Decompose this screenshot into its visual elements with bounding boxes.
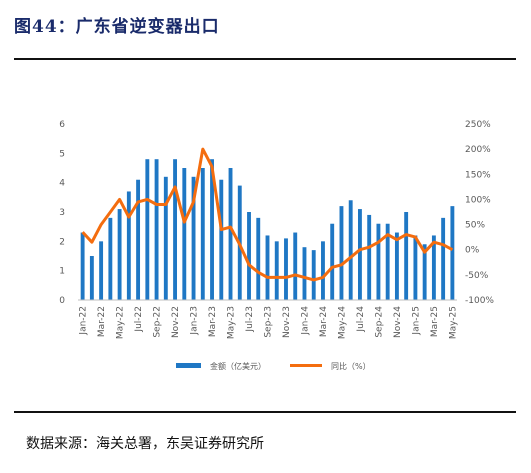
page-title: 图44：广东省逆变器出口	[14, 17, 220, 37]
bar	[348, 200, 353, 300]
right-y-tick-label: 250%	[465, 120, 491, 130]
bar	[367, 214, 372, 300]
bar	[265, 235, 270, 300]
bar	[431, 235, 436, 300]
x-tick-label: Mar-24	[319, 306, 329, 337]
bar	[321, 241, 325, 300]
left-y-tick-label: 4	[59, 179, 65, 189]
bar	[228, 168, 233, 300]
bar	[357, 209, 362, 300]
bar	[99, 241, 104, 300]
x-tick-label: Mar-23	[208, 306, 218, 337]
bar	[339, 206, 344, 300]
bar	[422, 244, 427, 300]
x-tick-label: Mar-25	[430, 306, 440, 337]
x-tick-label: Sep-22	[153, 306, 163, 338]
bar	[191, 176, 196, 300]
bar	[182, 168, 187, 300]
source-note: 数据来源：海关总署，东吴证券研究所	[26, 436, 264, 452]
x-tick-label: Sep-24	[374, 306, 384, 338]
top-divider	[14, 58, 516, 60]
line-series	[81, 147, 454, 282]
bar	[330, 223, 335, 300]
bar	[173, 159, 178, 300]
right-y-tick-label: -50%	[465, 271, 489, 281]
yoy-line	[81, 147, 454, 282]
legend: 金额（亿美元） 同比（%）	[176, 361, 371, 371]
bar	[274, 241, 279, 300]
bar	[376, 223, 381, 300]
bar	[394, 232, 399, 300]
bar	[200, 168, 205, 300]
bar	[154, 159, 159, 300]
right-y-tick-label: -100%	[465, 296, 494, 306]
bar	[311, 250, 316, 300]
x-tick-label: Jan-22	[79, 306, 89, 336]
left-y-tick-label: 5	[59, 149, 65, 159]
right-y-tick-label: 0%	[465, 246, 480, 256]
bottom-divider	[14, 411, 516, 413]
bar	[210, 159, 214, 300]
x-tick-label: May-23	[227, 306, 237, 339]
x-axis: Jan-22 Mar-22 May-22 Jul-22 Sep-22 Nov-22 Jan-…	[78, 299, 458, 339]
right-y-tick-label: 100%	[465, 195, 491, 205]
x-tick-label: Jul-23	[245, 306, 255, 333]
bar	[136, 179, 141, 300]
legend-label-yoy: 同比（%）	[331, 361, 371, 371]
x-tick-label: May-25	[448, 306, 458, 339]
left-y-axis: 0 1 2 3 4 5 6	[59, 120, 65, 306]
bar	[80, 232, 85, 300]
x-tick-label: May-24	[337, 306, 347, 339]
x-tick-label: Jul-24	[356, 306, 366, 333]
bar	[163, 176, 168, 300]
left-y-tick-label: 6	[59, 120, 65, 130]
right-y-tick-label: 200%	[465, 145, 491, 155]
bar	[89, 256, 94, 300]
bar	[413, 235, 418, 300]
x-tick-label: Sep-23	[264, 306, 274, 338]
bar	[256, 217, 261, 300]
bar	[450, 206, 455, 300]
bar	[108, 217, 113, 300]
right-y-tick-label: 150%	[465, 170, 491, 180]
legend-swatch-bar	[176, 363, 201, 368]
x-tick-label: Nov-23	[282, 306, 292, 338]
bar-series	[80, 159, 455, 300]
bar	[247, 212, 251, 300]
bar	[441, 217, 446, 300]
bar	[293, 232, 298, 300]
left-y-tick-label: 2	[59, 237, 65, 247]
bar	[385, 223, 390, 300]
bar	[117, 209, 122, 300]
bar	[126, 191, 131, 300]
bar	[284, 238, 288, 300]
bar	[404, 212, 409, 300]
x-tick-label: Jan-25	[411, 306, 421, 336]
x-tick-label: Nov-24	[393, 306, 403, 338]
x-tick-label: Mar-22	[97, 306, 107, 337]
x-tick-label: Nov-22	[171, 306, 181, 338]
x-tick-label: Jan-24	[300, 306, 310, 336]
x-tick-label: Jul-22	[134, 306, 144, 333]
right-y-axis: 250% 200% 150% 100% 50% 0% -50% -100%	[465, 120, 494, 306]
bar	[145, 159, 150, 300]
bar	[219, 179, 224, 300]
x-tick-label: Jan-23	[190, 306, 200, 336]
legend-label-amount: 金额（亿美元）	[210, 361, 266, 371]
right-y-tick-label: 50%	[465, 221, 485, 231]
left-y-tick-label: 0	[59, 296, 65, 306]
bar	[302, 247, 307, 300]
left-y-tick-label: 1	[59, 267, 65, 277]
x-tick-label: May-22	[116, 306, 126, 339]
left-y-tick-label: 3	[59, 208, 65, 218]
